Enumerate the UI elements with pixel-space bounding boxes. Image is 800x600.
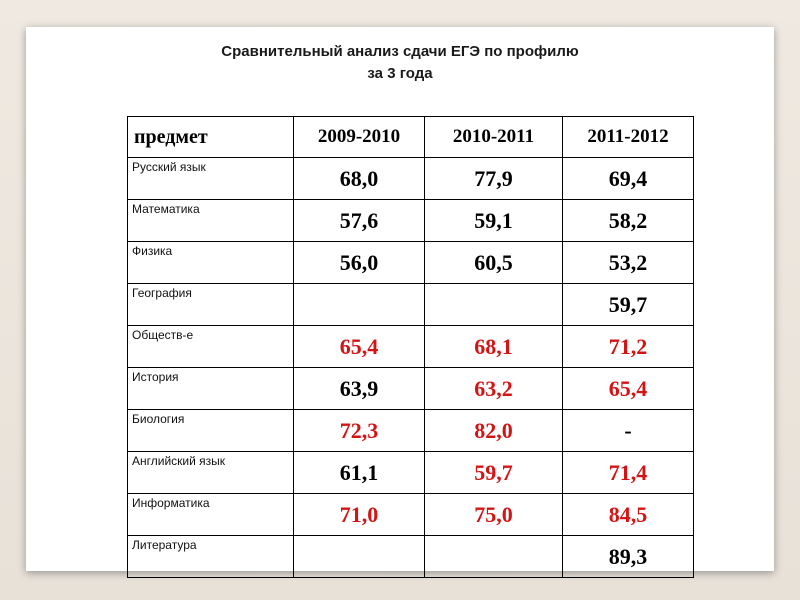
subject-cell: Математика (127, 199, 294, 242)
score-cell: 71,0 (293, 493, 425, 536)
score-cell (293, 283, 425, 326)
score-cell: 71,4 (562, 451, 694, 494)
score-cell: 53,2 (562, 241, 694, 284)
score-cell (424, 535, 563, 578)
title-line-2: за 3 года (367, 65, 433, 82)
score-cell: - (562, 409, 694, 452)
score-cell: 59,1 (424, 199, 563, 242)
score-cell: 89,3 (562, 535, 694, 578)
subject-cell: Биология (127, 409, 294, 452)
subject-cell: География (127, 283, 294, 326)
table-row: Обществ-е 65,4 68,1 71,2 (127, 325, 694, 368)
header-subject: предмет (127, 116, 294, 158)
score-cell: 82,0 (424, 409, 563, 452)
subject-cell: Физика (127, 241, 294, 284)
table-header-row: предмет 2009-2010 2010-2011 2011-2012 (127, 116, 694, 158)
score-cell: 61,1 (293, 451, 425, 494)
score-cell: 65,4 (293, 325, 425, 368)
table-row: Математика 57,6 59,1 58,2 (127, 199, 694, 242)
score-cell: 71,2 (562, 325, 694, 368)
score-cell: 60,5 (424, 241, 563, 284)
subject-cell: Английский язык (127, 451, 294, 494)
score-cell: 84,5 (562, 493, 694, 536)
score-cell: 69,4 (562, 157, 694, 200)
score-cell: 59,7 (424, 451, 563, 494)
table-row: География 59,7 (127, 283, 694, 326)
score-cell: 59,7 (562, 283, 694, 326)
score-cell: 65,4 (562, 367, 694, 410)
score-cell: 75,0 (424, 493, 563, 536)
score-cell: 63,9 (293, 367, 425, 410)
subject-cell: Литература (127, 535, 294, 578)
table-row: Информатика 71,0 75,0 84,5 (127, 493, 694, 536)
subject-cell: Обществ-е (127, 325, 294, 368)
score-cell: 72,3 (293, 409, 425, 452)
subject-cell: Русский язык (127, 157, 294, 200)
score-cell: 57,6 (293, 199, 425, 242)
table-row: Биология 72,3 82,0- (127, 409, 694, 452)
page-title: Сравнительный анализ сдачи ЕГЭ по профил… (26, 41, 774, 85)
table-row: Русский язык 68,0 77,9 69,4 (127, 157, 694, 200)
subject-cell: Информатика (127, 493, 294, 536)
header-2010-2011: 2010-2011 (424, 116, 563, 158)
score-cell: 56,0 (293, 241, 425, 284)
score-cell (293, 535, 425, 578)
table-row: Физика 56,0 60,5 53,2 (127, 241, 694, 284)
score-cell: 68,1 (424, 325, 563, 368)
header-2011-2012: 2011-2012 (562, 116, 694, 158)
title-line-1: Сравнительный анализ сдачи ЕГЭ по профил… (221, 43, 579, 60)
slide: Сравнительный анализ сдачи ЕГЭ по профил… (26, 27, 774, 578)
table-row: История 63,9 63,2 65,4 (127, 367, 694, 410)
table-row: Английский язык 61,1 59,7 71,4 (127, 451, 694, 494)
results-table: предмет 2009-2010 2010-2011 2011-2012 Ру… (127, 116, 694, 578)
subject-cell: История (127, 367, 294, 410)
header-2009-2010: 2009-2010 (293, 116, 425, 158)
table-row: Литература 89,3 (127, 535, 694, 578)
score-cell: 63,2 (424, 367, 563, 410)
score-cell: 77,9 (424, 157, 563, 200)
score-cell (424, 283, 563, 326)
score-cell: 58,2 (562, 199, 694, 242)
score-cell: 68,0 (293, 157, 425, 200)
